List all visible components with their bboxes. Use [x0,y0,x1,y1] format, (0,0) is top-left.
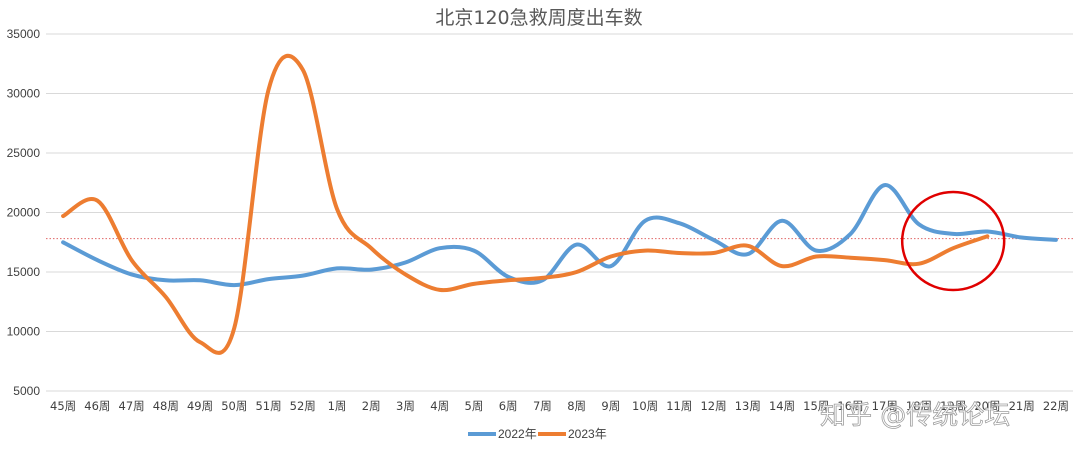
x-tick-label: 51周 [255,399,281,413]
chart-title: 北京120急救周度出车数 [435,7,642,29]
annotation-circle-mark [900,190,1006,292]
x-tick-label: 6周 [499,399,518,413]
gridlines [46,33,1073,392]
y-tick-label: 10000 [7,325,41,339]
y-tick-label: 25000 [7,146,41,160]
x-tick-label: 49周 [187,399,213,413]
x-tick-label: 47周 [119,399,145,413]
y-tick-label: 5000 [13,384,40,398]
x-tick-label: 17周 [872,399,898,413]
x-tick-label: 50周 [221,399,247,413]
x-tick-label: 20周 [974,399,1000,413]
x-tick-label: 22周 [1043,399,1069,413]
y-tick-label: 35000 [7,27,41,41]
x-tick-label: 48周 [153,399,179,413]
series-line-2022 [61,183,1058,288]
y-tick-label: 30000 [7,87,41,101]
x-tick-label: 12周 [700,399,726,413]
x-tick-label: 45周 [50,399,76,413]
x-tick-label: 19周 [940,399,966,413]
legend-label: 2023年 [568,427,607,441]
x-tick-label: 46周 [84,399,110,413]
series-lines [61,53,1058,355]
x-tick-label: 18周 [906,399,932,413]
annotation-circle [900,190,1006,292]
x-tick-label: 15周 [803,399,829,413]
x-tick-label: 3周 [396,399,415,413]
x-tick-label: 7周 [533,399,552,413]
x-tick-label: 14周 [769,399,795,413]
x-axis-ticks: 45周 46周 47周 48周 49周 50周 51周 52周 1周 2周 3周 4周 5周 6周 7周 8周… [50,399,1069,413]
x-tick-label: 1周 [328,399,347,413]
x-tick-label: 5周 [465,399,484,413]
legend: 2022年 2023年 [468,427,607,441]
x-tick-label: 16周 [837,399,863,413]
x-tick-label: 4周 [430,399,449,413]
watermark-text: 知乎 @传统论坛 [820,401,1010,431]
series-line-2023 [61,53,990,355]
x-tick-label: 10周 [632,399,658,413]
x-tick-label: 11周 [666,399,692,413]
x-tick-label: 13周 [735,399,761,413]
x-tick-label: 9周 [601,399,620,413]
y-tick-label: 15000 [7,265,41,279]
x-tick-label: 21周 [1009,399,1035,413]
y-axis-ticks: 5000 10000 15000 20000 25000 30000 35000 [7,27,41,398]
x-tick-label: 52周 [290,399,316,413]
x-tick-label: 2周 [362,399,381,413]
x-tick-label: 8周 [567,399,586,413]
y-tick-label: 20000 [7,206,41,220]
legend-label: 2022年 [498,427,537,441]
